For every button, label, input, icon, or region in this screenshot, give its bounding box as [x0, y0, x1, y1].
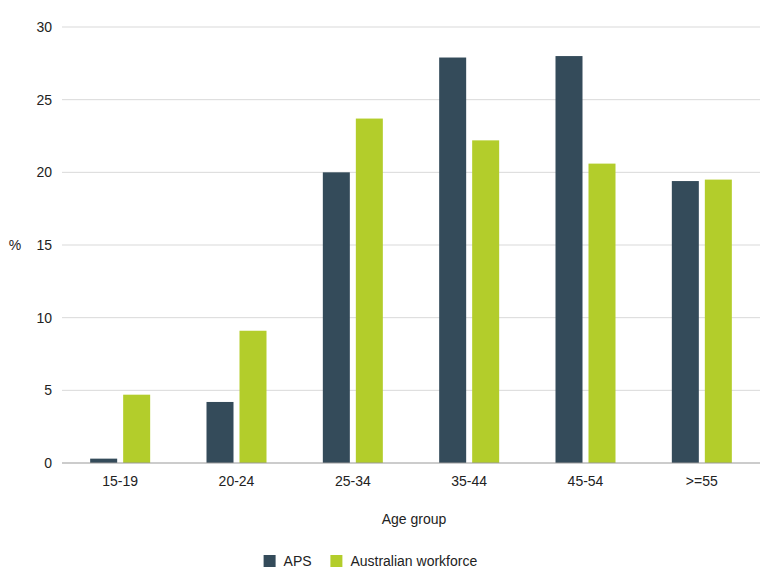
grid-line	[62, 390, 760, 391]
bar	[90, 459, 117, 463]
bars	[90, 56, 732, 463]
legend-label: Australian workforce	[350, 553, 477, 569]
bar	[123, 395, 150, 463]
legend-label: APS	[284, 553, 312, 569]
grid-line	[62, 317, 760, 318]
y-tick-label: 30	[36, 19, 52, 35]
x-tick-label: 25-34	[335, 473, 371, 489]
x-axis-line	[62, 463, 760, 464]
y-tick-label: 0	[44, 455, 52, 471]
bar	[439, 58, 466, 463]
x-tick-label: 15-19	[102, 473, 138, 489]
legend: APS Australian workforce	[264, 553, 478, 569]
y-tick-label: 15	[36, 237, 52, 253]
bar	[589, 164, 616, 463]
bar	[356, 119, 383, 463]
grid-line	[62, 245, 760, 246]
bar	[472, 140, 499, 463]
chart: 0 5 10 15 20 25 30% 15-19 20-24 25-34 35-44 45-54 >=…	[0, 0, 768, 585]
y-tick-label: 10	[36, 310, 52, 326]
x-tick-label: 20-24	[219, 473, 255, 489]
bar	[672, 181, 699, 463]
x-tick-label: >=55	[686, 473, 718, 489]
chart-container: 0 5 10 15 20 25 30% 15-19 20-24 25-34 35-44 45-54 >=…	[0, 0, 768, 585]
legend-swatch	[330, 555, 342, 567]
bar	[207, 402, 234, 463]
grid-line	[62, 172, 760, 173]
bar	[323, 172, 350, 463]
y-tick-label: 5	[44, 382, 52, 398]
x-axis-label: Age group	[382, 511, 447, 527]
y-axis-label: %	[9, 237, 21, 253]
grid-line	[62, 99, 760, 100]
y-tick-label: 20	[36, 164, 52, 180]
legend-swatch	[264, 555, 276, 567]
bar	[705, 180, 732, 463]
bar	[556, 56, 583, 463]
bar	[240, 331, 267, 463]
y-tick-label: 25	[36, 92, 52, 108]
grid-line	[62, 27, 760, 28]
x-tick-label: 35-44	[451, 473, 487, 489]
x-tick-label: 45-54	[568, 473, 604, 489]
